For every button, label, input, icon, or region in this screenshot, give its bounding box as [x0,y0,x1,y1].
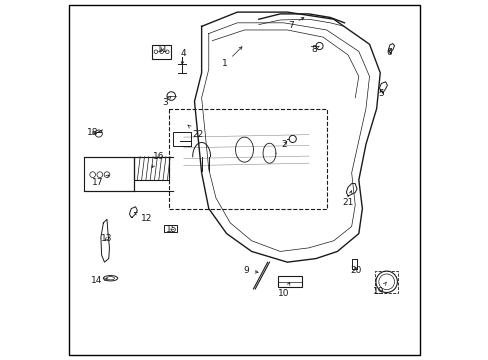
Text: 2: 2 [281,140,286,149]
Text: 16: 16 [152,152,164,167]
Text: 3: 3 [162,96,171,107]
Text: 5: 5 [377,89,383,98]
Bar [278,276,301,287]
Bar [374,271,397,293]
Bar [151,45,171,59]
Text: 11: 11 [156,45,168,54]
Text: 12: 12 [134,212,152,223]
Text: 19: 19 [372,282,386,296]
Bar [134,157,169,180]
Text: 20: 20 [349,266,361,275]
Text: 4: 4 [181,49,186,64]
Bar [83,157,134,191]
Text: 13: 13 [101,234,113,243]
Text: 22: 22 [187,125,203,139]
Text: 10: 10 [278,283,289,298]
Text: 1: 1 [222,47,242,68]
Text: 7: 7 [287,18,304,30]
Text: 9: 9 [244,266,258,275]
Text: 21: 21 [342,191,353,207]
Text: 17: 17 [92,175,109,187]
Text: 15: 15 [165,225,177,234]
Text: 8: 8 [310,45,319,54]
Text: 14: 14 [90,276,107,285]
Text: 18: 18 [87,129,98,138]
Bar [164,225,176,232]
Bar [173,132,190,146]
Text: 6: 6 [386,48,391,57]
